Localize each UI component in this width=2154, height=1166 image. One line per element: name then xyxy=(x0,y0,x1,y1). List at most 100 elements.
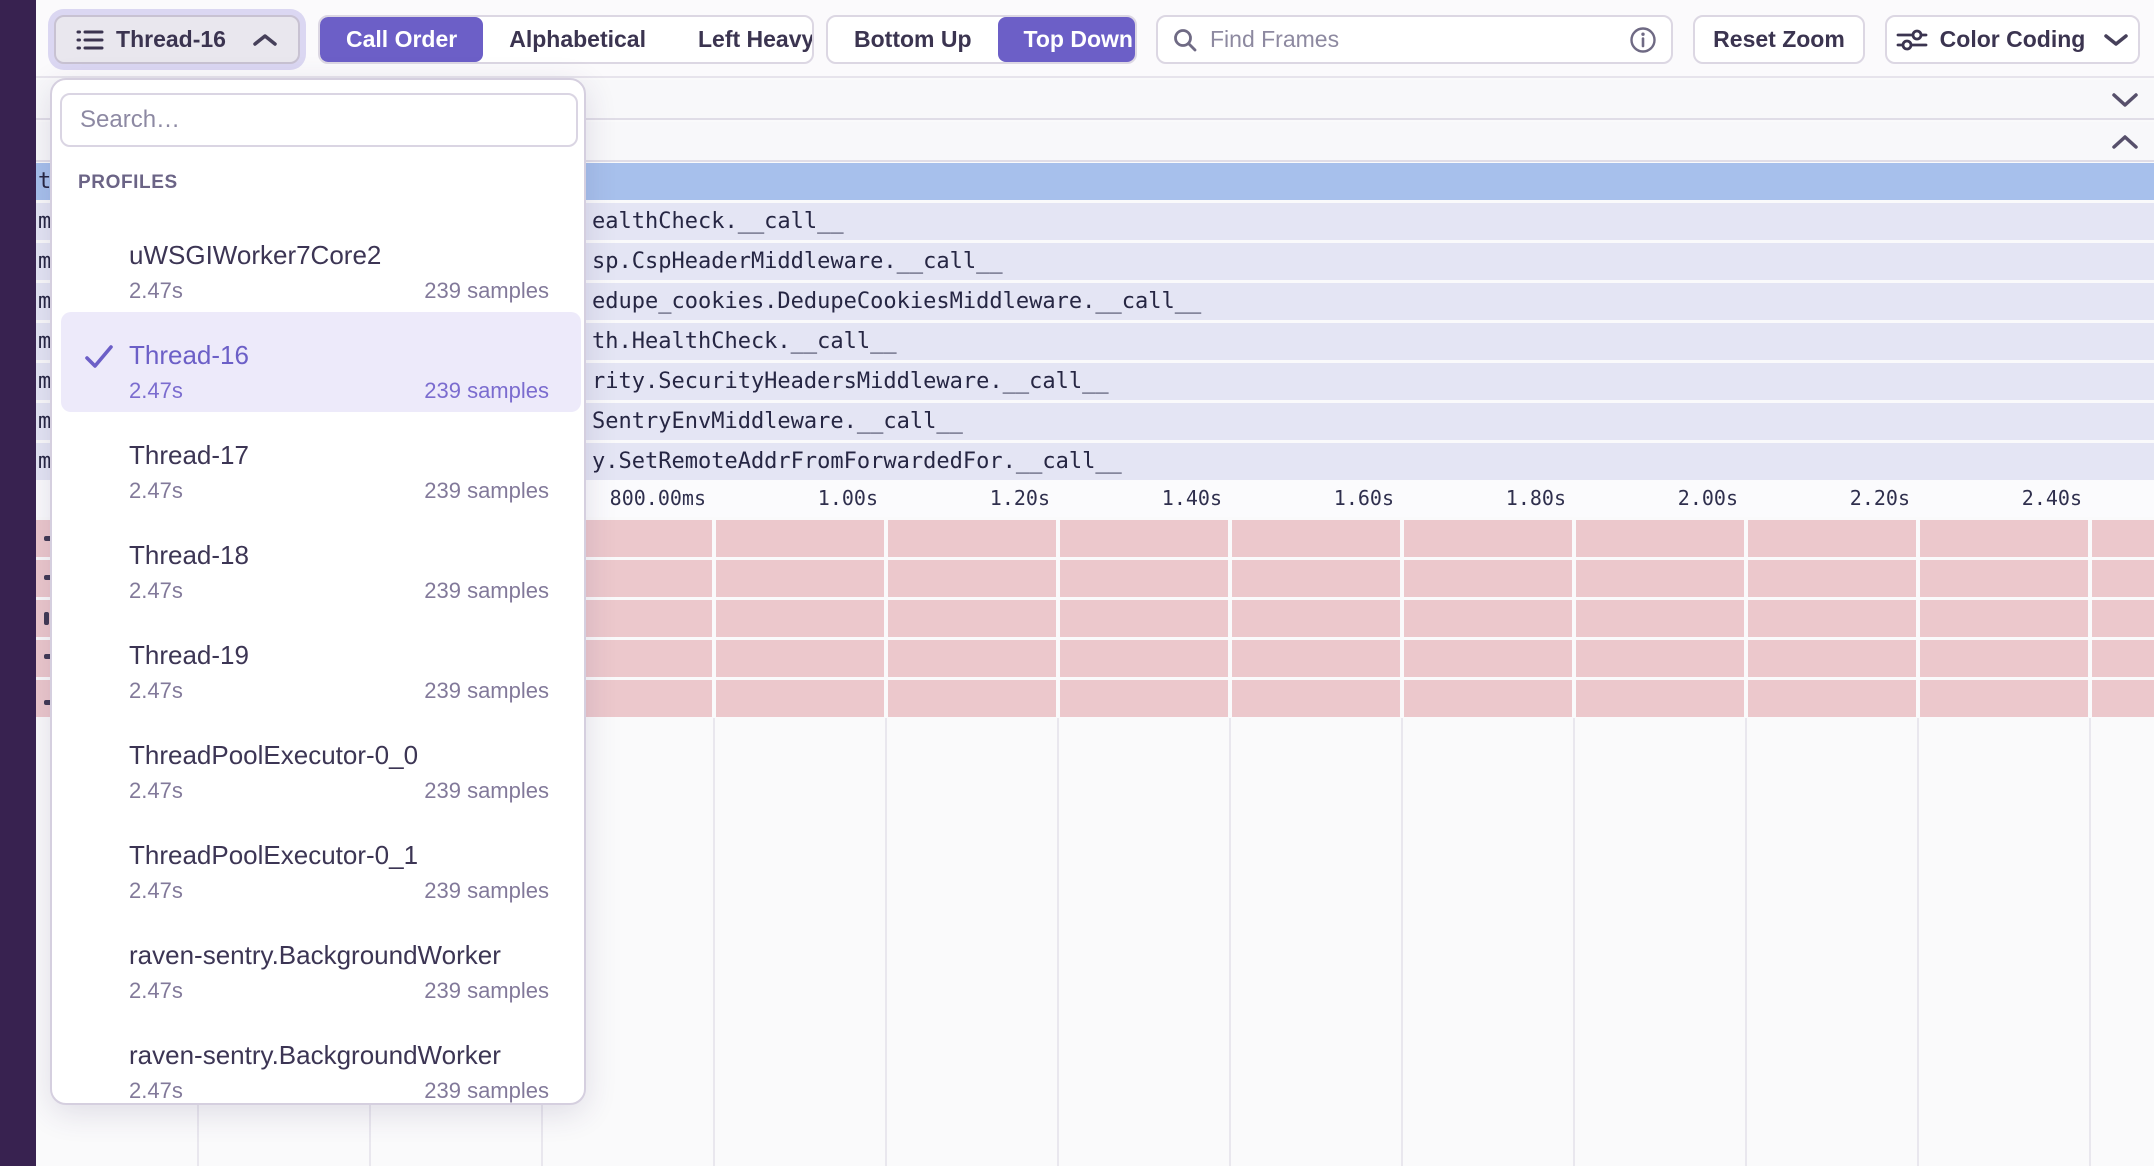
grid-line xyxy=(1745,717,1747,1166)
time-axis-tick: 2.40s xyxy=(2022,480,2082,517)
reset-zoom-button[interactable]: Reset Zoom xyxy=(1693,15,1865,64)
grid-gap xyxy=(1916,519,1920,718)
profile-option-2[interactable]: Thread-17 2.47s 239 samples xyxy=(61,412,581,512)
time-axis-tick: 2.00s xyxy=(1678,480,1738,517)
grid-gap xyxy=(1056,519,1060,718)
time-axis-tick: 1.60s xyxy=(1334,480,1394,517)
time-axis-tick: 1.40s xyxy=(1162,480,1222,517)
time-axis-tick: 1.80s xyxy=(1506,480,1566,517)
chevron-up-icon xyxy=(252,32,278,48)
profiles-dropdown-panel: PROFILES uWSGIWorker7Core2 2.47s 239 sampl… xyxy=(50,78,586,1105)
profile-option-6[interactable]: ThreadPoolExecutor-0_1 2.47s 239 samples xyxy=(61,812,581,912)
direction-bottom-up-button[interactable]: Bottom Up xyxy=(828,17,998,62)
profile-duration: 2.47s xyxy=(129,478,183,504)
profile-duration: 2.47s xyxy=(129,1078,183,1104)
collapse-up-icon[interactable] xyxy=(2110,132,2140,152)
flame-frame-text: sp.CspHeaderMiddleware.__call__ xyxy=(592,243,1003,280)
grid-gap xyxy=(1572,519,1576,718)
profile-option-selected[interactable]: Thread-16 2.47s 239 samples xyxy=(61,312,581,412)
info-icon[interactable] xyxy=(1629,26,1657,54)
profile-duration: 2.47s xyxy=(129,778,183,804)
profiler-app: tmealthCheck.__call__msp.CspHeaderMiddle… xyxy=(0,0,2154,1166)
direction-top-down-button[interactable]: Top Down xyxy=(998,17,1137,62)
find-frames-input[interactable] xyxy=(1208,25,1619,54)
grid-gap xyxy=(884,519,888,718)
flame-frame-text: SentryEnvMiddleware.__call__ xyxy=(592,403,963,440)
color-coding-label: Color Coding xyxy=(1940,26,2086,53)
time-axis-tick: 1.00s xyxy=(818,480,878,517)
sort-call-order-button[interactable]: Call Order xyxy=(320,17,483,62)
profile-sample-count: 239 samples xyxy=(424,278,549,304)
profile-option-8[interactable]: raven-sentry.BackgroundWorker 2.47s 239 sa… xyxy=(61,1012,581,1112)
profile-option-3[interactable]: Thread-18 2.47s 239 samples xyxy=(61,512,581,612)
sort-mode-segmented: Call Order Alphabetical Left Heavy xyxy=(318,15,814,64)
profile-duration: 2.47s xyxy=(129,278,183,304)
grid-line xyxy=(1401,717,1403,1166)
grid-line xyxy=(713,717,715,1166)
profile-sample-count: 239 samples xyxy=(424,378,549,404)
toolbar: Thread-16 Call Order Alphabetical Left H… xyxy=(36,0,2154,78)
profile-option-0[interactable]: uWSGIWorker7Core2 2.47s 239 samples xyxy=(61,212,581,312)
grid-gap xyxy=(712,519,716,718)
grid-line xyxy=(1229,717,1231,1166)
find-frames-field xyxy=(1156,15,1673,64)
profile-sample-count: 239 samples xyxy=(424,678,549,704)
profile-name: Thread-17 xyxy=(129,440,249,471)
profile-name: Thread-18 xyxy=(129,540,249,571)
profile-sample-count: 239 samples xyxy=(424,478,549,504)
profiles-section-label: PROFILES xyxy=(78,172,178,194)
grid-gap xyxy=(1228,519,1232,718)
grid-line xyxy=(2089,717,2091,1166)
profile-duration: 2.47s xyxy=(129,678,183,704)
profile-option-5[interactable]: ThreadPoolExecutor-0_0 2.47s 239 samples xyxy=(61,712,581,812)
flame-frame-text: ealthCheck.__call__ xyxy=(592,203,844,240)
profile-name: ThreadPoolExecutor-0_1 xyxy=(129,840,418,871)
flame-frame-left-fragment xyxy=(44,612,49,625)
collapse-down-icon[interactable] xyxy=(2110,90,2140,110)
profile-duration: 2.47s xyxy=(129,578,183,604)
profile-sample-count: 239 samples xyxy=(424,578,549,604)
grid-gap xyxy=(2088,519,2092,718)
sort-alphabetical-button[interactable]: Alphabetical xyxy=(483,17,672,62)
profile-name: Thread-16 xyxy=(129,340,249,371)
thread-selector-label: Thread-16 xyxy=(116,26,226,53)
profiles-search-input[interactable] xyxy=(60,93,578,147)
grid-gap xyxy=(1400,519,1404,718)
grid-gap xyxy=(1744,519,1748,718)
profile-sample-count: 239 samples xyxy=(424,978,549,1004)
grid-line xyxy=(1917,717,1919,1166)
profile-sample-count: 239 samples xyxy=(424,1078,549,1104)
grid-line xyxy=(1057,717,1059,1166)
profile-sample-count: 239 samples xyxy=(424,878,549,904)
color-coding-button[interactable]: Color Coding xyxy=(1885,15,2140,64)
chevron-down-icon xyxy=(2103,32,2129,48)
flame-frame-text: edupe_cookies.DedupeCookiesMiddleware.__… xyxy=(592,283,1201,320)
profile-name: uWSGIWorker7Core2 xyxy=(129,240,381,271)
profile-name: Thread-19 xyxy=(129,640,249,671)
time-axis-tick: 800.00ms xyxy=(610,480,706,517)
profile-option-7[interactable]: raven-sentry.BackgroundWorker 2.47s 239 sa… xyxy=(61,912,581,1012)
checkmark-icon xyxy=(83,342,115,372)
grid-line xyxy=(885,717,887,1166)
time-axis-tick: 2.20s xyxy=(1850,480,1910,517)
flame-frame-text: y.SetRemoteAddrFromForwardedFor.__call__ xyxy=(592,443,1122,480)
list-icon xyxy=(76,27,104,53)
sliders-icon xyxy=(1896,27,1928,53)
time-axis-tick: 1.20s xyxy=(990,480,1050,517)
profile-duration: 2.47s xyxy=(129,878,183,904)
profile-name: raven-sentry.BackgroundWorker xyxy=(129,1040,501,1071)
grid-line xyxy=(1573,717,1575,1166)
thread-selector-button[interactable]: Thread-16 xyxy=(54,15,300,64)
profile-option-4[interactable]: Thread-19 2.47s 239 samples xyxy=(61,612,581,712)
profile-name: ThreadPoolExecutor-0_0 xyxy=(129,740,418,771)
sort-left-heavy-button[interactable]: Left Heavy xyxy=(672,17,814,62)
flame-frame-text: rity.SecurityHeadersMiddleware.__call__ xyxy=(592,363,1109,400)
profile-duration: 2.47s xyxy=(129,978,183,1004)
profile-sample-count: 239 samples xyxy=(424,778,549,804)
profile-name: raven-sentry.BackgroundWorker xyxy=(129,940,501,971)
search-icon xyxy=(1172,27,1198,53)
flame-frame-text: th.HealthCheck.__call__ xyxy=(592,323,897,360)
app-sidebar-strip xyxy=(0,0,36,1166)
direction-segmented: Bottom Up Top Down xyxy=(826,15,1137,64)
profile-duration: 2.47s xyxy=(129,378,183,404)
